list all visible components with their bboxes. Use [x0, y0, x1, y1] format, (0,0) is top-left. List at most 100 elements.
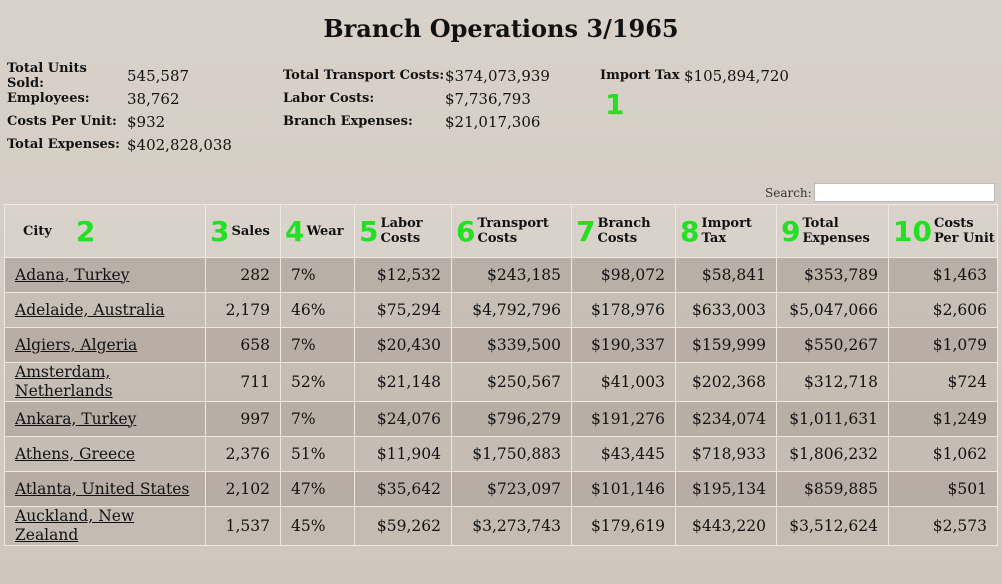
- summary-value: $7,736,793: [445, 89, 531, 108]
- cell: 52%: [280, 362, 355, 402]
- city-link[interactable]: Adana, Turkey: [4, 257, 206, 293]
- summary-label: Employees:: [7, 91, 90, 106]
- marker: 1: [605, 88, 625, 121]
- cell: 997: [205, 401, 281, 437]
- header-label: City: [23, 223, 52, 239]
- city-link[interactable]: Ankara, Turkey: [4, 401, 206, 437]
- header-row: City 2 3 Sales 4 Wear 5 Labor Costs 6 Transport C…: [4, 204, 998, 258]
- cell: $191,276: [571, 401, 676, 437]
- summary-label: Total Units Sold:: [7, 60, 87, 91]
- header-label: Branch Costs: [597, 216, 651, 246]
- summary-row: Import Tax $105,894,720: [600, 64, 789, 87]
- cell: 2,102: [205, 471, 281, 507]
- cell: $12,532: [354, 257, 452, 293]
- header-label: Costs Per Unit: [933, 216, 995, 246]
- header-label: Import Tax: [701, 216, 752, 246]
- summary-label: Import Tax: [600, 68, 680, 83]
- cell: $859,885: [776, 471, 889, 507]
- summary-group: Import Tax $105,894,720: [600, 64, 789, 87]
- header-label: Transport Costs: [477, 216, 549, 246]
- marker: 9: [781, 214, 801, 248]
- cell: $195,134: [675, 471, 777, 507]
- summary-row: Branch Expenses: $21,017,306: [283, 110, 550, 133]
- cell: $75,294: [354, 292, 452, 328]
- search-input[interactable]: [814, 183, 995, 202]
- cell: 2,179: [205, 292, 281, 328]
- cell: $159,999: [675, 327, 777, 363]
- cell: $1,463: [888, 257, 998, 293]
- header-wrap: 4 Wear: [283, 215, 352, 248]
- column-header[interactable]: 4 Wear: [280, 204, 355, 258]
- cell: $250,567: [451, 362, 572, 402]
- cell: 46%: [280, 292, 355, 328]
- city-link[interactable]: Algiers, Algeria: [4, 327, 206, 363]
- cell: $98,072: [571, 257, 676, 293]
- table-row: Adana, Turkey 282 7% $12,532 $243,185 $98,072…: [4, 257, 998, 293]
- header-wrap: City 2: [7, 215, 203, 248]
- cell: $796,279: [451, 401, 572, 437]
- column-header[interactable]: City 2: [4, 204, 206, 258]
- header-label: Sales: [231, 223, 270, 239]
- column-header[interactable]: 6 Transport Costs: [451, 204, 572, 258]
- city-link[interactable]: Auckland, New Zealand: [4, 506, 206, 546]
- cell: $1,806,232: [776, 436, 889, 472]
- marker: 3: [210, 214, 230, 248]
- summary-group: Total Transport Costs: $374,073,939 Labor …: [283, 64, 550, 133]
- cell: 711: [205, 362, 281, 402]
- branch-table: City 2 3 Sales 4 Wear 5 Labor Costs 6 Transport C…: [4, 204, 998, 546]
- column-header[interactable]: 5 Labor Costs: [354, 204, 452, 258]
- cell: $11,904: [354, 436, 452, 472]
- summary-label: Total Expenses:: [7, 137, 120, 152]
- cell: $353,789: [776, 257, 889, 293]
- cell: 47%: [280, 471, 355, 507]
- summary-row: Total Transport Costs: $374,073,939: [283, 64, 550, 87]
- table-row: Ankara, Turkey 997 7% $24,076 $796,279 $191,2…: [4, 401, 998, 437]
- cell: $179,619: [571, 506, 676, 546]
- cell: $1,079: [888, 327, 998, 363]
- cell: 51%: [280, 436, 355, 472]
- summary-row: Total Expenses: $402,828,038: [7, 133, 232, 156]
- summary-row: Total Units Sold: 545,587: [7, 61, 232, 91]
- column-header[interactable]: 8 Import Tax: [675, 204, 777, 258]
- cell: $35,642: [354, 471, 452, 507]
- header-wrap: 3 Sales: [208, 215, 278, 248]
- summary-label: Labor Costs:: [283, 91, 375, 106]
- cell: $339,500: [451, 327, 572, 363]
- summary-group: Total Units Sold: 545,587 Employees: 38,762…: [7, 61, 232, 156]
- cell: $1,249: [888, 401, 998, 437]
- summary-label: Total Transport Costs:: [283, 68, 445, 83]
- cell: $234,074: [675, 401, 777, 437]
- cell: $3,512,624: [776, 506, 889, 546]
- cell: $5,047,066: [776, 292, 889, 328]
- city-link[interactable]: Adelaide, Australia: [4, 292, 206, 328]
- city-link[interactable]: Athens, Greece: [4, 436, 206, 472]
- column-header[interactable]: 3 Sales: [205, 204, 281, 258]
- marker: 4: [285, 214, 305, 248]
- column-header[interactable]: 10 Costs Per Unit: [888, 204, 998, 258]
- cell: $243,185: [451, 257, 572, 293]
- search-label: Search:: [765, 186, 812, 200]
- header-label: Total Expenses: [802, 216, 870, 246]
- cell: $58,841: [675, 257, 777, 293]
- column-header[interactable]: 7 Branch Costs: [571, 204, 676, 258]
- cell: $2,573: [888, 506, 998, 546]
- summary-row: Costs Per Unit: $932: [7, 110, 232, 133]
- summary-value: $105,894,720: [684, 66, 789, 85]
- cell: $724: [888, 362, 998, 402]
- cell: 7%: [280, 401, 355, 437]
- header-wrap: 9 Total Expenses: [779, 215, 886, 248]
- column-header[interactable]: 9 Total Expenses: [776, 204, 889, 258]
- city-link[interactable]: Atlanta, United States: [4, 471, 206, 507]
- cell: 282: [205, 257, 281, 293]
- page-title: Branch Operations 3/1965: [323, 14, 679, 43]
- marker: 7: [576, 214, 596, 248]
- summary-value: $402,828,038: [127, 135, 232, 154]
- header-wrap: 10 Costs Per Unit: [891, 215, 995, 248]
- city-link[interactable]: Amsterdam, Netherlands: [4, 362, 206, 402]
- cell: $443,220: [675, 506, 777, 546]
- cell: $718,933: [675, 436, 777, 472]
- summary-value: 38,762: [127, 89, 180, 108]
- cell: $312,718: [776, 362, 889, 402]
- marker: 10: [893, 214, 932, 248]
- summary-label: Branch Expenses:: [283, 114, 413, 129]
